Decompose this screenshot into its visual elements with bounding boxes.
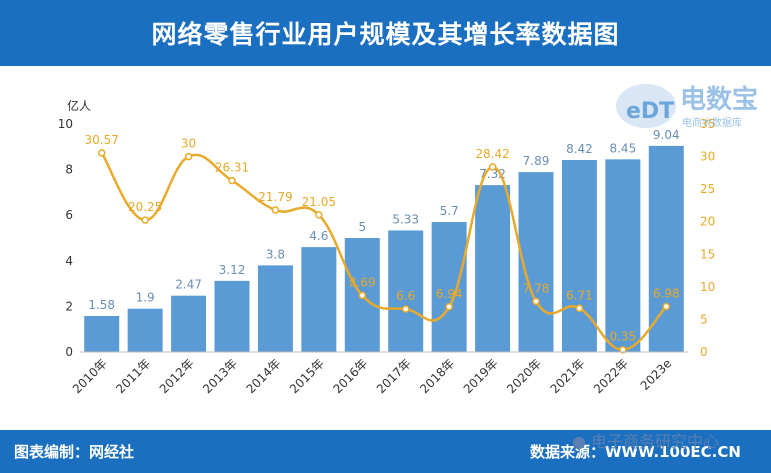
- footer-editor: 图表编制：网经社: [14, 443, 135, 461]
- growth-rate-label: 26.31: [215, 161, 249, 175]
- chart-footer: 图表编制：网经社 数据来源：WWW.100EC.CN: [0, 430, 771, 473]
- growth-rate-point: [445, 303, 453, 311]
- bar-value-label: 9.04: [653, 128, 680, 142]
- bar-value-label: 3.8: [266, 247, 285, 261]
- bar: [431, 222, 467, 352]
- growth-rate-point: [358, 291, 367, 300]
- y-left-tick-label: 8: [65, 163, 73, 177]
- growth-rate-label: 30.57: [85, 133, 119, 147]
- bar: [561, 160, 597, 352]
- growth-rate-point: [271, 206, 280, 214]
- wechat-watermark: ● 电子商务研究中心: [572, 428, 719, 452]
- logo-watermark: eDT 电数宝 电商大数据库: [612, 74, 768, 134]
- growth-rate-point: [575, 304, 584, 313]
- y-right-tick-label: 15: [700, 247, 715, 261]
- bar-value-label: 1.9: [136, 291, 155, 305]
- bar: [214, 280, 250, 352]
- growth-rate-point: [619, 345, 627, 354]
- x-tick-label: 2023e: [638, 356, 675, 393]
- bar: [171, 295, 207, 352]
- growth-rate-point: [184, 152, 193, 161]
- growth-rate-point: [532, 297, 540, 306]
- growth-rate-point: [401, 305, 410, 313]
- x-tick-label: 2010年: [70, 356, 110, 396]
- growth-rate-label: 7.78: [523, 281, 550, 295]
- y-right-tick-label: 25: [700, 182, 715, 196]
- growth-rate-label: 0.35: [609, 330, 636, 344]
- growth-rate-point: [488, 163, 497, 171]
- bar-value-label: 2.47: [175, 278, 202, 292]
- y-left-tick-label: 2: [65, 299, 73, 313]
- growth-rate-label: 30: [181, 137, 196, 151]
- bar: [84, 315, 120, 352]
- bar: [257, 265, 293, 352]
- chart-title: 网络零售行业用户规模及其增长率数据图: [151, 20, 620, 49]
- bar-value-label: 4.6: [309, 229, 328, 243]
- bar-value-label: 1.58: [88, 298, 115, 312]
- growth-rate-label: 28.42: [475, 147, 509, 161]
- x-tick-label: 2017年: [374, 356, 414, 396]
- bar-value-label: 8.45: [609, 141, 636, 155]
- growth-rate-point: [97, 149, 106, 157]
- y-left-tick-label: 4: [65, 254, 73, 268]
- x-tick-label: 2013年: [200, 356, 240, 396]
- bar-value-label: 8.42: [566, 142, 593, 156]
- growth-rate-label: 21.05: [302, 195, 336, 209]
- footer-source: 数据来源：WWW.100EC.CN: [530, 443, 741, 461]
- y-left-tick-label: 6: [65, 208, 73, 222]
- chart-header: 网络零售行业用户规模及其增长率数据图: [0, 0, 771, 66]
- x-tick-label: 2018年: [417, 356, 457, 396]
- logo-text: 电数宝: [680, 84, 758, 115]
- y-right-tick-label: 5: [700, 312, 708, 326]
- x-tick-label: 2016年: [330, 356, 370, 396]
- bar-value-label: 5.33: [392, 212, 419, 226]
- x-tick-label: 2020年: [504, 356, 544, 396]
- growth-rate-label: 6.71: [566, 288, 593, 302]
- bar: [605, 159, 641, 352]
- x-tick-label: 2021年: [548, 356, 588, 396]
- y-right-tick-label: 0: [700, 345, 708, 359]
- growth-rate-label: 8.69: [349, 275, 376, 289]
- wechat-account: 电子商务研究中心: [591, 432, 720, 451]
- growth-rate-label: 6.94: [436, 287, 463, 301]
- bar-value-label: 5: [358, 220, 366, 234]
- bar-value-label: 7.89: [523, 154, 550, 168]
- x-tick-label: 2022年: [591, 356, 631, 396]
- growth-rate-label: 6.98: [653, 287, 680, 301]
- bar: [648, 145, 684, 352]
- growth-rate-point: [315, 211, 323, 219]
- bar-value-label: 3.12: [219, 263, 246, 277]
- y-right-tick-label: 10: [700, 280, 715, 294]
- y-right-tick-label: 20: [700, 215, 715, 229]
- x-tick-label: 2014年: [244, 356, 284, 396]
- growth-rate-point: [141, 216, 149, 224]
- x-tick-label: 2012年: [157, 356, 197, 396]
- growth-rate-label: 6.6: [396, 289, 415, 303]
- growth-rate-label: 20.25: [128, 200, 162, 214]
- growth-rate-label: 21.79: [258, 190, 292, 204]
- bar: [475, 185, 511, 352]
- y-left-tick-label: 10: [58, 117, 73, 131]
- y-left-axis-label: 亿人: [67, 98, 91, 113]
- growth-rate-point: [662, 302, 671, 311]
- y-right-tick-label: 30: [700, 150, 715, 164]
- x-tick-label: 2011年: [113, 356, 153, 396]
- logo-subtext: 电商大数据库: [682, 116, 742, 129]
- growth-rate-point: [228, 176, 236, 185]
- x-tick-label: 2019年: [461, 356, 501, 396]
- logo-mark: eDT: [626, 99, 674, 124]
- wechat-icon: ●: [572, 432, 586, 451]
- bar: [388, 230, 424, 352]
- bar: [518, 172, 554, 352]
- bar: [127, 308, 163, 352]
- y-left-tick-label: 0: [65, 345, 73, 359]
- chart-canvas: 1.581.92.473.123.84.655.335.77.327.898.4…: [58, 98, 716, 396]
- x-tick-label: 2015年: [287, 356, 327, 396]
- y-right-tick-label: 35: [700, 117, 715, 131]
- bar-value-label: 5.7: [440, 204, 459, 218]
- bar: [301, 247, 337, 352]
